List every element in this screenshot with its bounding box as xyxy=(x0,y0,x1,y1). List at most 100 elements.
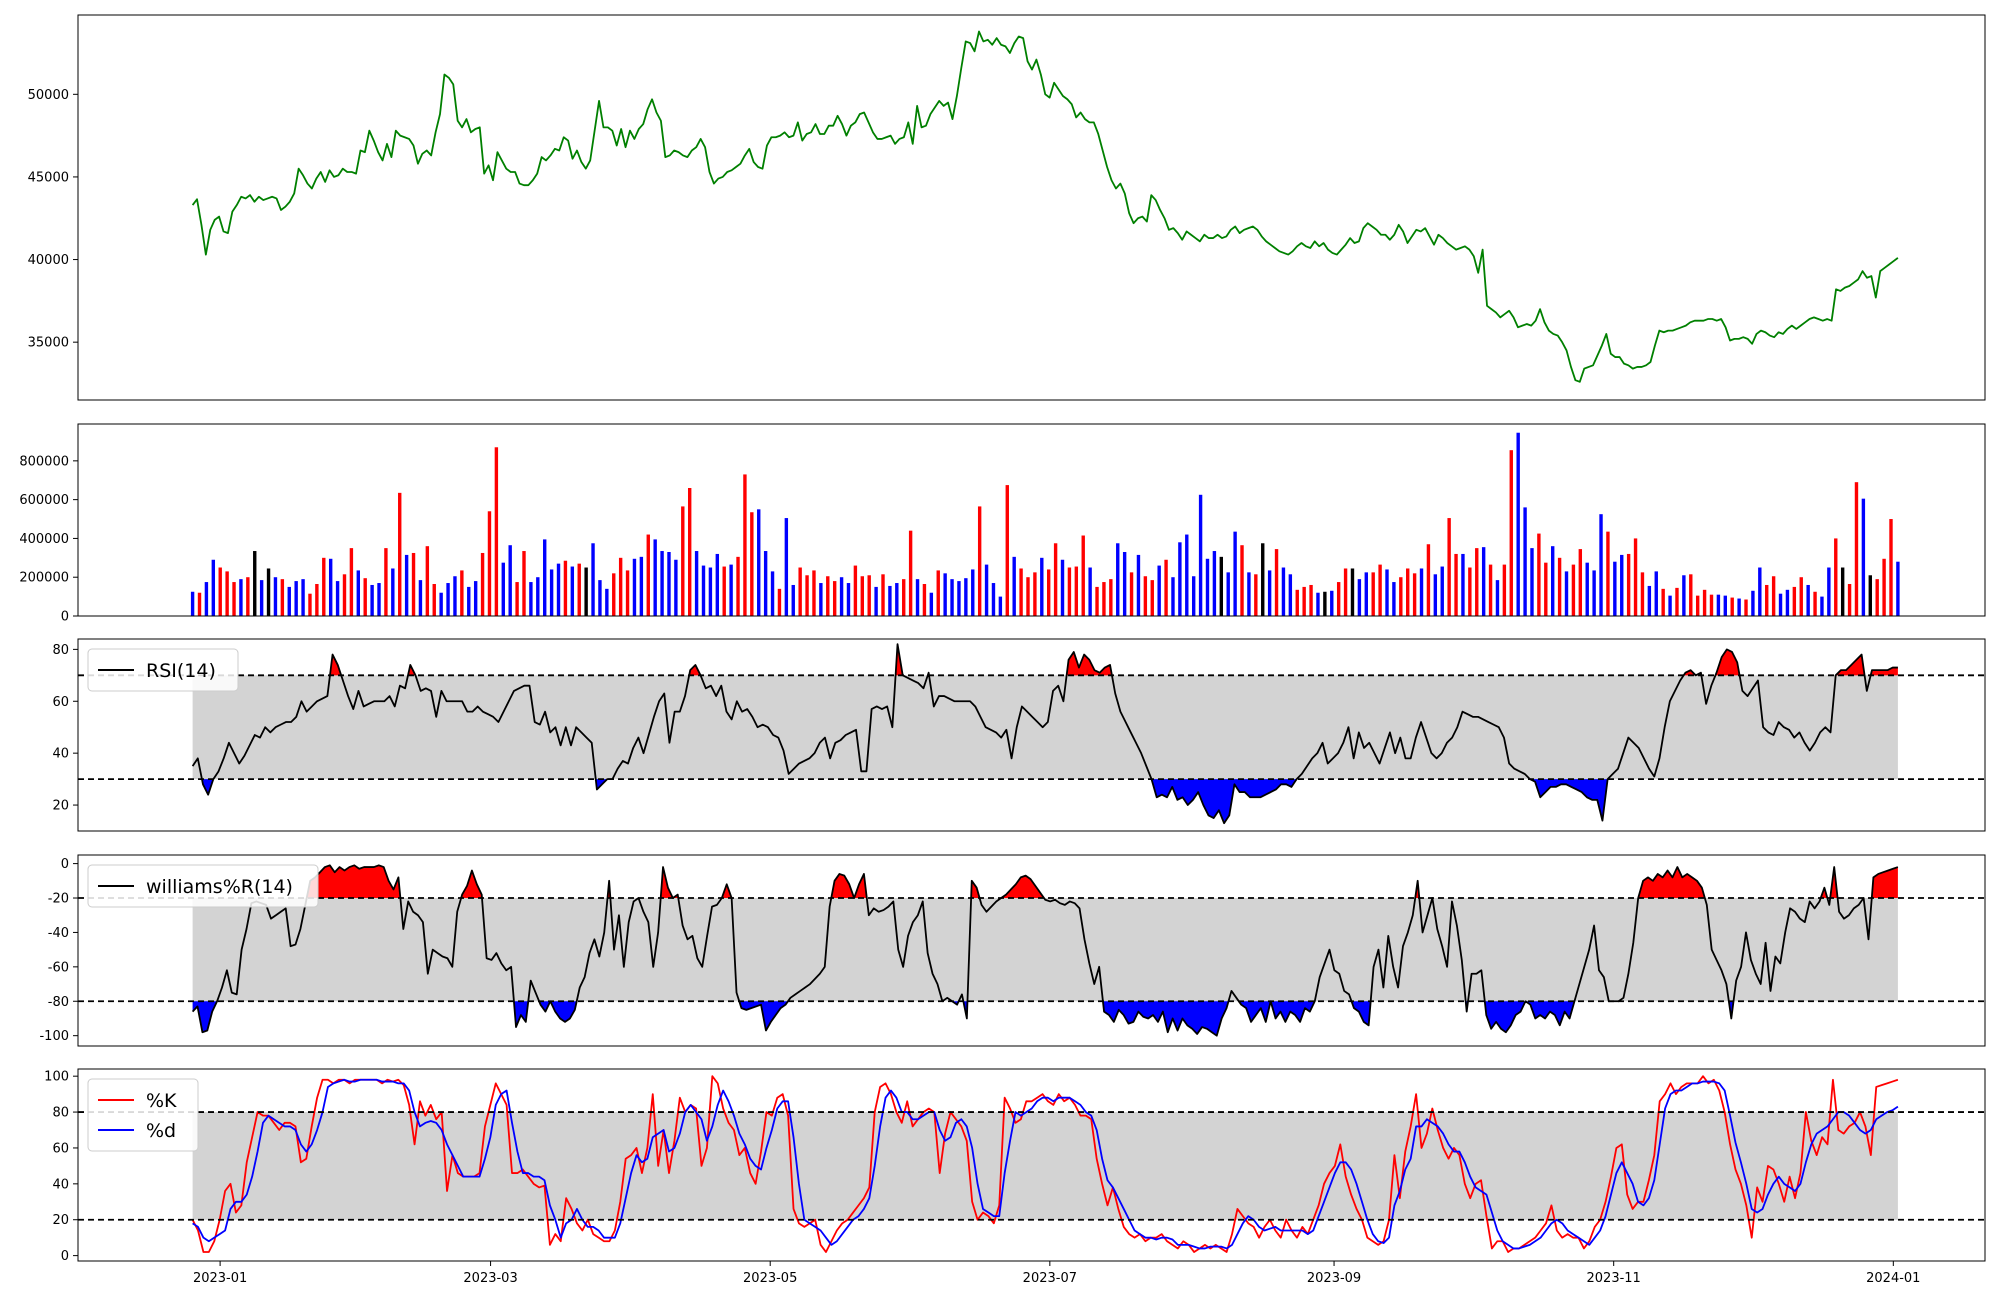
volume-bar xyxy=(1150,580,1154,616)
volume-bar xyxy=(1116,543,1120,616)
volume-bar xyxy=(1447,518,1451,616)
volume-bar xyxy=(660,551,664,616)
volume-bar xyxy=(1730,597,1734,616)
volume-bar xyxy=(1419,568,1424,616)
rsi-line xyxy=(191,643,1898,825)
volume-bar xyxy=(1198,494,1203,616)
volume-bar xyxy=(294,581,298,616)
volume-bar xyxy=(1357,579,1362,616)
volume-bar xyxy=(1164,559,1168,616)
volume-bar xyxy=(1219,556,1224,616)
volume-bar xyxy=(1178,542,1182,616)
volume-bar xyxy=(1440,566,1444,616)
volume-bar xyxy=(812,570,816,616)
volume-bar xyxy=(1475,548,1479,616)
volume-bar xyxy=(791,584,795,616)
volume-bar xyxy=(1433,574,1438,616)
volume-bar xyxy=(418,580,423,616)
volume-bar xyxy=(1288,574,1293,616)
volume-bar xyxy=(991,583,996,616)
volume-bar xyxy=(1530,548,1534,616)
volume-bar xyxy=(826,576,830,616)
volume-bar xyxy=(1026,577,1030,616)
volume-bar xyxy=(536,577,540,616)
volume-bar xyxy=(1350,568,1355,616)
volume-bar xyxy=(363,578,367,616)
volume-bar xyxy=(1488,564,1493,616)
volume-bar xyxy=(722,566,726,616)
volume-bar xyxy=(1019,568,1023,616)
x-tick-label: 2023-09 xyxy=(1307,1271,1361,1286)
volume-bar xyxy=(1012,556,1016,616)
volume-bar xyxy=(777,588,782,616)
volume-bar xyxy=(522,551,526,616)
volume-bar xyxy=(398,492,402,616)
volume-bar xyxy=(1868,575,1872,616)
volume-bar xyxy=(902,579,906,616)
williams-frame xyxy=(77,854,1986,1047)
volume-bar xyxy=(473,581,478,616)
price-ytick-label: 45000 xyxy=(28,170,69,185)
volume-bar xyxy=(377,583,381,616)
volume-bar xyxy=(1033,572,1037,616)
volume-bar xyxy=(246,577,250,616)
volume-bar xyxy=(632,558,637,616)
volume-bar xyxy=(1005,485,1009,616)
volume-bar xyxy=(1516,432,1520,616)
volume-bar xyxy=(1606,531,1610,616)
volume-bar xyxy=(1371,572,1375,616)
volume-bar xyxy=(1399,577,1403,616)
volume-bar xyxy=(881,574,885,616)
volume-bar xyxy=(453,576,457,616)
rsi-ytick-label: 40 xyxy=(52,747,69,762)
volume-bar xyxy=(349,548,354,616)
volume-bar xyxy=(1481,547,1486,616)
volume-bar xyxy=(1122,552,1127,616)
volume-bar xyxy=(1495,580,1500,616)
volume-bar xyxy=(480,552,485,616)
volume-bar xyxy=(1537,533,1541,616)
volume-bar xyxy=(701,565,706,616)
volume-ytick-label: 200000 xyxy=(19,571,69,586)
price-ytick-label: 35000 xyxy=(28,336,69,351)
volume-bar xyxy=(798,567,802,616)
volume-bar xyxy=(971,569,975,616)
volume-bar xyxy=(1792,586,1797,616)
volume-bar xyxy=(1751,590,1755,616)
volume-bar xyxy=(1185,534,1189,616)
volume-bar xyxy=(1778,593,1783,616)
volume-bar xyxy=(1336,582,1341,616)
rsi-legend-box xyxy=(87,648,239,692)
volume-bar xyxy=(957,581,961,616)
volume-bar xyxy=(1302,586,1306,616)
volume-bar xyxy=(874,586,878,616)
x-tick-label: 2023-11 xyxy=(1587,1271,1641,1286)
volume-bar xyxy=(1323,591,1327,616)
volume-bar xyxy=(1392,582,1396,616)
volume-bar xyxy=(1661,588,1665,616)
rsi-legend-label: RSI(14) xyxy=(146,660,216,682)
volume-bar xyxy=(1136,554,1141,616)
volume-bar xyxy=(1502,564,1507,616)
stochastic-ytick-label: 40 xyxy=(52,1177,69,1192)
williams-ytick-label: -100 xyxy=(39,1029,69,1044)
williams-legend-label: williams%R(14) xyxy=(146,876,293,898)
volume-bar xyxy=(1468,567,1472,616)
volume-bar xyxy=(860,576,864,616)
volume-bar xyxy=(1592,570,1596,616)
volume-bar xyxy=(1309,584,1313,616)
x-tick-label: 2023-01 xyxy=(193,1271,247,1286)
volume-bar xyxy=(1702,589,1707,616)
volume-bar xyxy=(1599,514,1603,616)
volume-bar xyxy=(1585,562,1589,616)
volume-bar xyxy=(501,562,505,616)
volume-bar xyxy=(770,571,775,616)
volume-bar xyxy=(750,512,754,616)
volume-bar xyxy=(867,575,871,616)
stochastic-ytick-label: 20 xyxy=(52,1213,69,1228)
williams-panel: -100 -80 -60 -40 -20 0 williams%R(14) xyxy=(39,854,1986,1047)
volume-bar xyxy=(1212,551,1217,616)
volume-bar xyxy=(1785,589,1790,616)
price-panel: 35000 40000 45000 50000 xyxy=(28,14,1986,401)
volume-bar xyxy=(301,579,305,616)
